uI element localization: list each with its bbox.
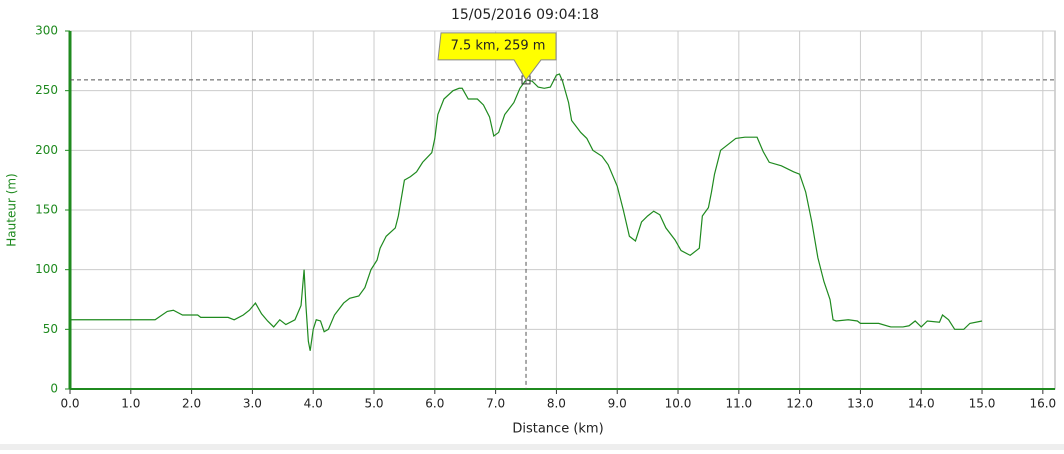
x-tick-label: 8.0	[547, 397, 566, 411]
x-tick-label: 7.0	[486, 397, 505, 411]
y-tick-label: 150	[35, 203, 58, 217]
y-tick-label: 300	[35, 24, 58, 38]
tooltip-text: 7.5 km, 259 m	[451, 38, 546, 53]
x-tick-label: 11.0	[725, 397, 752, 411]
x-tick-label: 12.0	[786, 397, 813, 411]
x-tick-label: 9.0	[608, 397, 627, 411]
x-tick-label: 1.0	[121, 397, 140, 411]
line-series	[70, 73, 983, 351]
x-tick-label: 4.0	[304, 397, 323, 411]
y-axis-label: Hauteur (m)	[5, 173, 19, 246]
chart-title: 15/05/2016 09:04:18	[451, 7, 599, 23]
x-tick-label: 3.0	[243, 397, 262, 411]
bottom-strip	[0, 444, 1064, 450]
y-tick-label: 200	[35, 143, 58, 157]
x-tick-label: 6.0	[425, 397, 444, 411]
tooltip-box	[437, 32, 557, 81]
x-tick-label: 15.0	[969, 397, 996, 411]
x-tick-label: 10.0	[665, 397, 692, 411]
x-axis-label: Distance (km)	[512, 422, 603, 437]
y-tick-label: 0	[50, 382, 58, 396]
x-tick-label: 5.0	[364, 397, 383, 411]
y-tick-label: 250	[35, 83, 58, 97]
y-tick-label: 50	[43, 322, 58, 336]
x-tick-label: 13.0	[847, 397, 874, 411]
x-tick-label: 16.0	[1029, 397, 1056, 411]
x-tick-label: 14.0	[908, 397, 935, 411]
x-tick-label: 2.0	[182, 397, 201, 411]
x-tick-label: 0.0	[60, 397, 79, 411]
y-tick-label: 100	[35, 262, 58, 276]
